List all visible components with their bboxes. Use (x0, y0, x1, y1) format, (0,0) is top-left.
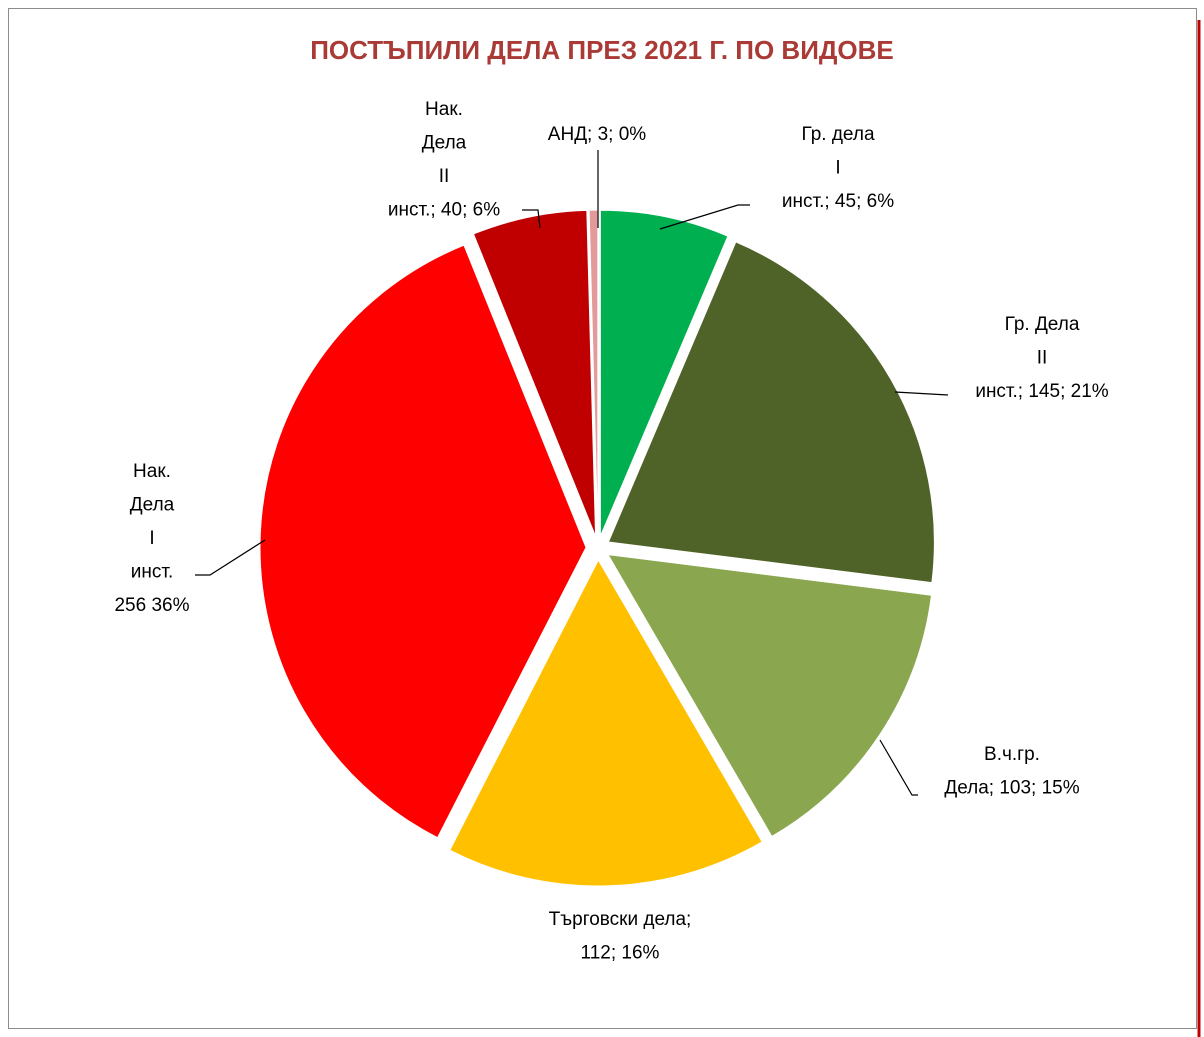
pie-slice (599, 209, 729, 537)
leader-line (879, 739, 918, 796)
pie-slice (449, 558, 763, 887)
data-label: Дела (422, 133, 467, 154)
leader-line (659, 204, 750, 230)
data-label: II (1037, 348, 1048, 369)
data-label: Търговски дела; (549, 909, 692, 930)
data-label: Гр. Дела (1005, 314, 1080, 335)
leader-line (522, 209, 541, 229)
pie-slice (607, 241, 935, 584)
data-label: инст.; 40; 6% (388, 200, 500, 221)
data-label: 256 36% (114, 595, 189, 616)
data-label: I (835, 158, 840, 179)
data-label: АНД; 3; 0% (548, 124, 647, 145)
chart-title: ПОСТЪПИЛИ ДЕЛА ПРЕЗ 2021 Г. ПО ВИДОВЕ (310, 35, 894, 65)
pie-slice (607, 554, 933, 838)
leader-line (195, 539, 266, 576)
data-label: 112; 16% (581, 943, 660, 964)
data-label: Гр. дела (801, 124, 874, 145)
data-label: II (439, 166, 450, 187)
data-label: Нак. (425, 99, 463, 120)
leader-line (894, 391, 949, 396)
data-label: инст.; 45; 6% (782, 191, 894, 212)
data-label: Дела (130, 495, 175, 516)
pie-slice (472, 209, 597, 537)
data-label: В.ч.гр. (984, 744, 1040, 765)
data-label: Дела; 103; 15% (944, 778, 1079, 799)
data-label: инст. (131, 562, 173, 583)
data-label: Нак. (133, 461, 171, 482)
data-label: инст.; 145; 21% (975, 381, 1108, 402)
pie-slice (259, 244, 587, 839)
data-label: I (149, 528, 154, 549)
